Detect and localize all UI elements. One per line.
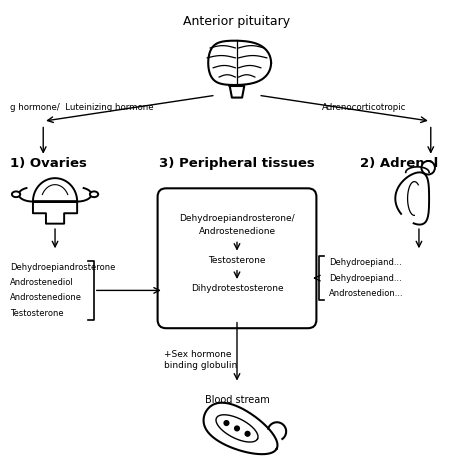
Text: Testosterone: Testosterone xyxy=(208,256,266,265)
Text: Adrenocorticotropic: Adrenocorticotropic xyxy=(322,102,406,111)
Text: Dehydroepiandrosterone/: Dehydroepiandrosterone/ xyxy=(179,214,295,223)
Polygon shape xyxy=(395,173,429,225)
Polygon shape xyxy=(230,86,244,98)
Text: Dehydroepiandrosterone: Dehydroepiandrosterone xyxy=(10,263,116,272)
Circle shape xyxy=(421,161,435,174)
Text: Androstenedion...: Androstenedion... xyxy=(329,289,404,298)
Polygon shape xyxy=(208,41,271,85)
Ellipse shape xyxy=(90,191,98,197)
Text: 2) Adrenal: 2) Adrenal xyxy=(360,157,438,170)
Text: 1) Ovaries: 1) Ovaries xyxy=(10,157,87,170)
Text: +Sex hormone
binding globulin: +Sex hormone binding globulin xyxy=(164,350,237,370)
Text: Androstenediol: Androstenediol xyxy=(10,278,74,287)
Polygon shape xyxy=(406,167,429,173)
Text: Dehydroepiand...: Dehydroepiand... xyxy=(329,258,402,267)
Text: Testosterone: Testosterone xyxy=(10,309,64,318)
Ellipse shape xyxy=(12,191,20,197)
Text: Androstenedione: Androstenedione xyxy=(199,227,275,236)
Text: 3) Peripheral tissues: 3) Peripheral tissues xyxy=(159,157,315,170)
Text: Dihydrotestosterone: Dihydrotestosterone xyxy=(191,284,283,293)
Polygon shape xyxy=(203,403,277,454)
Text: Blood stream: Blood stream xyxy=(205,395,269,405)
Text: Anterior pituitary: Anterior pituitary xyxy=(183,16,291,28)
Circle shape xyxy=(234,425,240,431)
Text: Dehydroepiand...: Dehydroepiand... xyxy=(329,273,402,283)
Circle shape xyxy=(245,431,251,437)
Text: g hormone/  Luteinizing hormone: g hormone/ Luteinizing hormone xyxy=(10,102,154,111)
Circle shape xyxy=(223,420,229,426)
Polygon shape xyxy=(33,178,77,224)
Text: Androstenedione: Androstenedione xyxy=(10,293,82,302)
FancyBboxPatch shape xyxy=(157,188,317,328)
